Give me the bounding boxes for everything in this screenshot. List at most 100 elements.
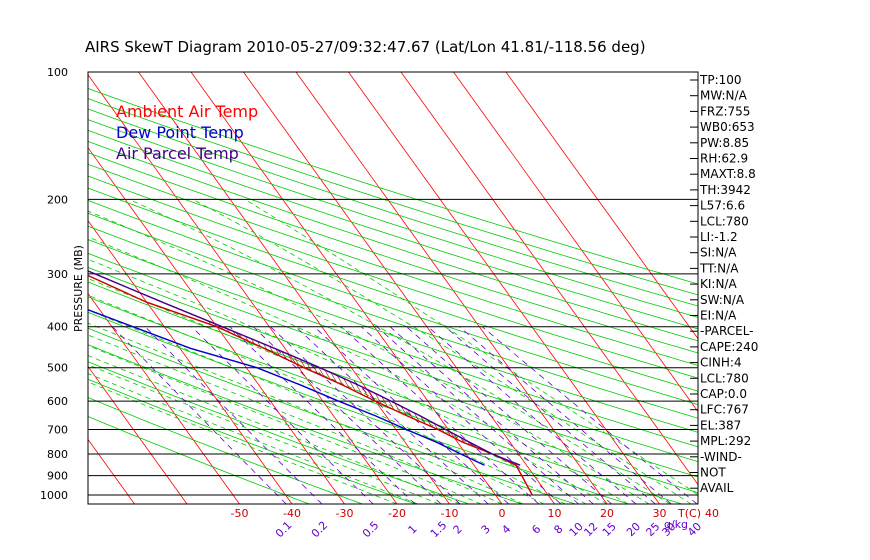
side-panel-item: SW:N/A — [700, 293, 745, 307]
dry-adiabat-line — [88, 239, 698, 448]
mixing-ratio-label: 3 — [479, 522, 493, 536]
mixing-ratio-line — [270, 326, 461, 504]
legend-item: Ambient Air Temp — [116, 102, 258, 121]
dry-adiabat-line — [88, 311, 629, 504]
mixing-ratio-line — [406, 326, 613, 504]
side-panel-item: RH:62.9 — [700, 152, 748, 166]
isotherm-line — [0, 72, 30, 504]
chart-title: AIRS SkewT Diagram 2010-05-27/09:32:47.6… — [85, 38, 646, 56]
dry-adiabat-line — [88, 152, 698, 354]
mixing-ratio-label: 0.5 — [360, 519, 382, 541]
bottom-temp-tick-label: 30 — [653, 507, 667, 520]
moist-adiabat-line — [88, 322, 524, 504]
dry-adiabat-line — [88, 119, 698, 318]
side-panel-item: CINH:4 — [700, 356, 742, 370]
mixing-ratio-label: 1 — [406, 522, 420, 536]
side-panel-item: AVAIL — [700, 481, 734, 495]
pressure-tick-label: 900 — [47, 470, 68, 483]
pressure-tick-label: 100 — [47, 66, 68, 79]
moist-adiabat-line — [88, 258, 608, 504]
mixing-ratio-label: 8 — [551, 522, 565, 536]
side-panel-item: MPL:292 — [700, 434, 751, 448]
dry-adiabat-line — [88, 327, 576, 504]
legend-item: Air Parcel Temp — [116, 144, 239, 163]
isotherm-line — [88, 292, 240, 504]
moist-adiabat-line — [88, 381, 398, 504]
cape-area — [203, 322, 479, 447]
moist-adiabat-line — [88, 345, 482, 504]
side-panel-item: TH:3942 — [699, 183, 751, 197]
side-panel-item: SI:N/A — [700, 246, 737, 260]
mixing-ratio-label: 0.2 — [309, 519, 331, 541]
mixing-ratio-line — [360, 326, 562, 504]
mixing-ratio-label: 6 — [529, 522, 543, 536]
side-panel-item: NOT — [700, 466, 726, 480]
mixing-ratio-line — [144, 326, 323, 504]
side-panel-item: L57:6.6 — [700, 199, 745, 213]
dry-adiabat-line — [88, 416, 310, 504]
dry-adiabat-line — [88, 140, 698, 342]
side-panel-item: -WIND- — [700, 450, 742, 464]
moist-adiabat-line — [88, 334, 503, 504]
moist-adiabat-line — [88, 373, 419, 504]
isotherm-line — [348, 72, 660, 504]
mixing-ratio-label: 15 — [600, 520, 619, 539]
dry-adiabat-line — [88, 212, 698, 419]
dry-adiabat-line — [88, 175, 698, 379]
isotherm-line — [88, 74, 398, 504]
legend-item: Dew Point Temp — [116, 123, 244, 142]
side-panel-item: MAXT:8.8 — [700, 167, 756, 181]
mixing-ratio-line — [340, 326, 540, 504]
dry-adiabat-line — [88, 200, 698, 405]
mixing-ratio-label: 4 — [499, 522, 513, 536]
y-axis-label: PRESSURE (MB) — [72, 245, 85, 332]
isotherm-line — [88, 147, 345, 504]
side-panel-item: WB0:653 — [700, 120, 755, 134]
isotherm-line — [400, 72, 698, 486]
dry-adiabat-line — [88, 281, 698, 494]
dry-adiabat-line — [88, 129, 698, 330]
dry-adiabat-line — [88, 361, 470, 504]
dry-adiabat-line — [88, 252, 698, 463]
moist-adiabat-line — [88, 355, 461, 504]
moist-adiabat-line — [88, 294, 566, 504]
mixing-ratio-label: 0.1 — [273, 519, 295, 541]
side-panel-item: LI:-1.2 — [700, 230, 738, 244]
side-panel-item: TP:100 — [699, 73, 742, 87]
bottom-temp-tick-label: -30 — [336, 507, 354, 520]
mixing-ratio-line — [481, 326, 698, 504]
pressure-tick-label: 800 — [47, 448, 68, 461]
plot-frame — [87, 71, 699, 505]
mixing-ratio-line — [313, 326, 510, 504]
isotherm-line — [453, 72, 698, 413]
mixing-ratio-line — [112, 326, 287, 504]
side-panel-item: LCL:780 — [700, 214, 749, 228]
mixing-ratio-unit-label: g/kg — [664, 518, 688, 531]
mixing-ratio-line — [253, 326, 442, 504]
side-panel-item: EI:N/A — [700, 309, 737, 323]
bottom-temp-tick-label: 0 — [499, 507, 506, 520]
mixing-ratio-line — [191, 326, 374, 504]
dry-adiabat-line — [88, 187, 698, 392]
temp-unit-label: T(C) — [677, 507, 701, 520]
pressure-tick-label: 1000 — [40, 489, 68, 502]
pressure-tick-label: 400 — [47, 321, 68, 334]
mixing-ratio-line — [295, 326, 489, 504]
side-panel-item: LCL:780 — [700, 371, 749, 385]
mixing-ratio-line — [389, 326, 594, 504]
bottom-temp-tick-label: -20 — [388, 507, 406, 520]
bottom-temp-tick-label: 20 — [600, 507, 614, 520]
moist-adiabat-line — [244, 198, 698, 496]
isotherm-line — [243, 72, 555, 504]
dry-adiabat-line — [88, 266, 698, 478]
pressure-tick-label: 500 — [47, 362, 68, 375]
pressure-tick-label: 200 — [47, 193, 68, 206]
dry-adiabat-line — [88, 397, 363, 504]
side-panel-item: KI:N/A — [700, 277, 737, 291]
side-panel-item: CAP:0.0 — [700, 387, 747, 401]
isotherm-line — [505, 72, 698, 340]
side-panel-item: EL:387 — [700, 418, 741, 432]
side-panel-item: -PARCEL- — [700, 324, 754, 338]
